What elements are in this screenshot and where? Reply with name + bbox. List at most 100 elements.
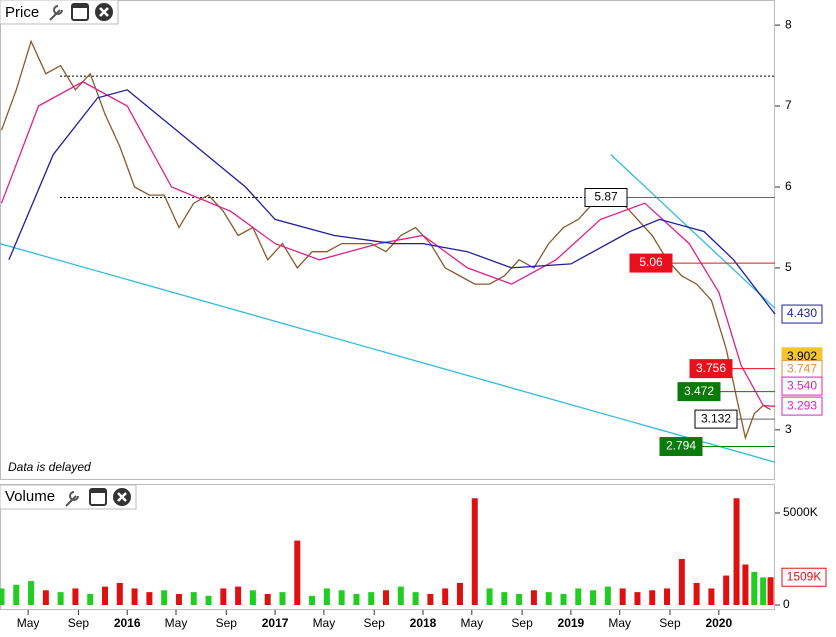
value-tag-label: 3.756 xyxy=(696,361,726,375)
panel-title: Volume xyxy=(5,488,55,505)
volume-bar xyxy=(427,593,434,605)
volume-bar xyxy=(279,592,286,605)
panel-icons[interactable] xyxy=(49,3,113,21)
x-tick-label: May xyxy=(460,616,483,630)
volume-bar xyxy=(42,590,49,605)
value-tag-label: 3.902 xyxy=(787,349,817,363)
volume-bar xyxy=(471,498,478,605)
x-tick-label: Sep xyxy=(659,616,681,630)
volume-bar xyxy=(516,593,523,605)
value-tag xyxy=(689,359,733,379)
x-tick-label: Sep xyxy=(68,616,90,630)
volume-bar xyxy=(13,584,20,605)
value-tag-label: 3.132 xyxy=(701,411,731,425)
volume-bar xyxy=(146,592,153,605)
volume-bar xyxy=(733,498,740,605)
volume-bar xyxy=(530,590,537,605)
volume-bar xyxy=(28,581,35,605)
volume-bar xyxy=(397,586,404,605)
volume-bar xyxy=(723,575,730,605)
volume-bar xyxy=(590,590,597,605)
volume-bar xyxy=(131,588,138,605)
volume-bar xyxy=(664,588,671,605)
volume-bar xyxy=(693,582,700,605)
volume-bar xyxy=(649,590,656,605)
volume-bar xyxy=(161,590,168,605)
volume-bar xyxy=(442,588,449,605)
volume-bar xyxy=(501,592,508,605)
volume-bar xyxy=(220,588,227,605)
volume-bar xyxy=(760,577,767,605)
volume-bar xyxy=(249,590,256,605)
volume-bar xyxy=(338,590,345,605)
volume-bar xyxy=(708,588,715,605)
trend-line xyxy=(0,243,776,463)
volume-bar xyxy=(742,564,749,605)
volume-bar xyxy=(175,593,182,605)
price-line xyxy=(0,81,776,407)
value-tag xyxy=(781,304,823,324)
value-tag-label: 4.430 xyxy=(787,306,817,320)
volume-bar xyxy=(486,588,493,605)
y-tick-label: 0 xyxy=(783,597,790,611)
volume-bar xyxy=(604,586,611,605)
price-panel xyxy=(0,0,775,480)
volume-bar xyxy=(235,586,242,605)
x-tick-label: 2018 xyxy=(410,616,437,630)
volume-bar xyxy=(353,593,360,605)
volume-bar xyxy=(102,586,109,605)
y-tick-label: 3 xyxy=(785,422,792,436)
value-tag xyxy=(677,382,721,402)
x-tick-label: May xyxy=(313,616,336,630)
volume-bar xyxy=(87,593,94,605)
volume-bar xyxy=(294,540,301,605)
x-tick-label: May xyxy=(17,616,40,630)
price-line xyxy=(8,89,776,315)
panel-icons[interactable] xyxy=(65,488,131,507)
y-tick-label: 5 xyxy=(785,260,792,274)
volume-bar xyxy=(309,595,316,605)
volume-bar xyxy=(190,592,197,605)
x-tick-label: 2017 xyxy=(262,616,289,630)
volume-bar xyxy=(456,582,463,605)
value-tag-label: 3.747 xyxy=(787,362,817,376)
volume-bar xyxy=(264,593,271,605)
volume-bar xyxy=(412,592,419,605)
panel-title: Price xyxy=(5,4,39,21)
x-tick-label: May xyxy=(165,616,188,630)
volume-bar xyxy=(751,571,758,605)
volume-bar xyxy=(619,588,626,605)
y-tick-label: 5000K xyxy=(783,505,818,519)
volume-bar xyxy=(57,592,64,605)
volume-bar xyxy=(545,592,552,605)
y-tick-label: 6 xyxy=(785,179,792,193)
value-tag xyxy=(629,253,673,273)
volume-bar xyxy=(323,588,330,605)
x-tick-label: Sep xyxy=(511,616,533,630)
volume-bar xyxy=(368,592,375,605)
volume-bar xyxy=(0,588,5,605)
value-tag xyxy=(584,188,628,208)
value-tag xyxy=(694,409,738,429)
volume-bar xyxy=(678,558,685,605)
value-tag xyxy=(659,436,703,456)
volume-bar xyxy=(560,593,567,605)
volume-bar xyxy=(116,582,123,605)
x-tick-label: 2019 xyxy=(558,616,585,630)
volume-bar xyxy=(634,592,641,605)
value-tag xyxy=(781,376,823,396)
value-tag xyxy=(781,396,823,416)
delay-note: Data is delayed xyxy=(8,460,91,474)
x-tick-label: Sep xyxy=(364,616,386,630)
volume-panel xyxy=(0,484,775,610)
y-tick-label: 7 xyxy=(785,98,792,112)
volume-bar xyxy=(205,595,212,605)
trend-line xyxy=(610,154,776,309)
value-tag-label: 2.794 xyxy=(666,439,696,453)
value-tag xyxy=(781,567,827,587)
volume-bar xyxy=(575,588,582,605)
value-tag-label: 5.87 xyxy=(594,190,618,204)
value-tag-label: 5.06 xyxy=(639,255,663,269)
x-tick-label: Sep xyxy=(216,616,238,630)
